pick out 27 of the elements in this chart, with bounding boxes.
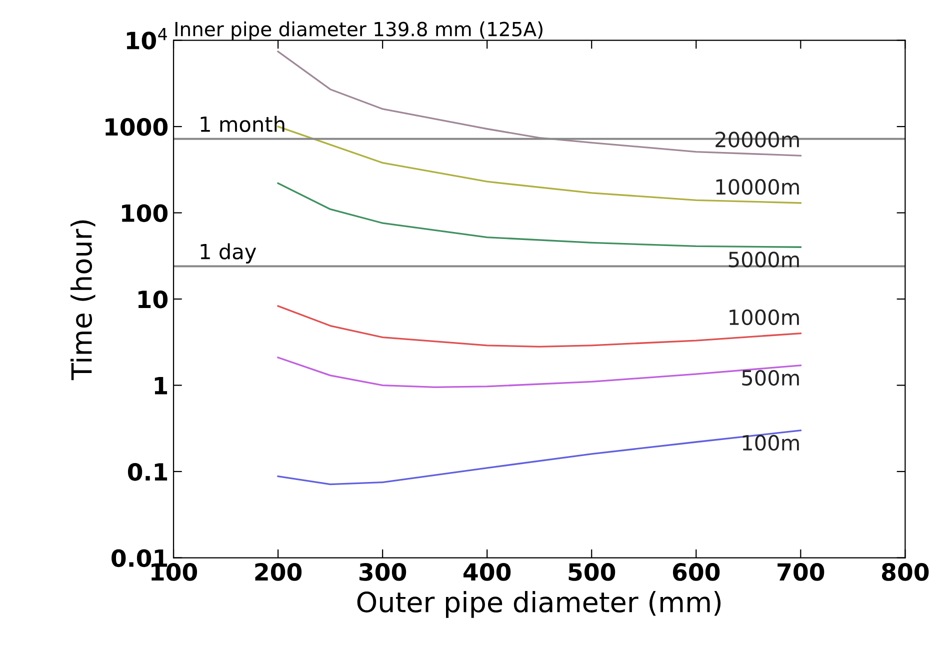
chart-title: Inner pipe diameter 139.8 mm (125A) [175,21,542,40]
y-axis-title: Time (hour) [70,220,96,380]
y-tick-label: 0.1 [128,462,168,481]
line-series [277,430,802,486]
x-tick-label: 800 [882,563,929,581]
x-tick-label: 400 [464,563,511,581]
y-tick-label: 1000 [106,118,168,136]
x-tick-label: 500 [568,563,616,581]
x-tick-label: 700 [778,563,824,581]
series-label: 10000m [716,179,799,195]
series-label: 500m [742,370,799,386]
ref-line-label: 1 month [200,116,284,132]
y-tick-label: 1 [154,377,168,394]
y-tick-label: 100 [122,204,168,222]
y-tick-label: 10$^{4}$ [126,28,167,50]
series-label: 100m [742,434,799,451]
line-series [277,356,802,388]
y-tick-label: 10 [138,290,168,308]
series-label: 1000m [730,309,799,326]
x-tick-label: 600 [672,563,720,581]
ref-line-label: 1 day [200,243,256,264]
x-axis-title: Outer pipe diameter (mm) [357,591,721,618]
series-label: 20000m [716,132,799,148]
x-tick-label: 200 [255,563,302,581]
series-label: 5000m [728,252,799,268]
x-tick-label: 300 [360,563,406,581]
line-series [277,305,802,348]
